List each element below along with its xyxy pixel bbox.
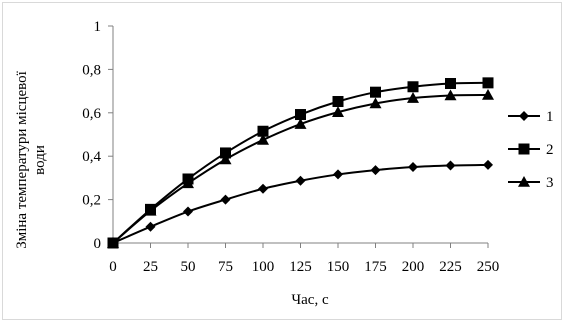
data-point-diamond [333,169,343,180]
data-point-diamond [183,206,193,217]
data-point-triangle [107,237,119,248]
legend-marker-triangle [518,176,530,187]
data-point-square [332,96,344,108]
x-tick-label: 50 [181,259,196,275]
data-point-diamond [145,221,156,232]
y-tick-label: 0,4 [82,149,101,165]
data-point-square [482,77,494,89]
data-point-triangle [257,133,269,145]
data-point-diamond [370,165,381,176]
data-point-square [445,78,456,90]
data-point-triangle [219,153,232,165]
series-3 [107,89,494,248]
chart-axes [108,25,489,248]
series-1 [108,159,493,248]
data-point-diamond [258,183,268,194]
data-point-triangle [144,204,157,216]
legend-marker-diamond [519,111,529,121]
x-axis-title: Час, с [291,292,329,308]
data-point-square [370,86,381,98]
legend-item-1: 1 [508,109,554,125]
data-point-diamond [483,159,493,170]
y-axis-title-line-2: води [32,145,48,175]
x-tick-label: 175 [364,259,387,275]
data-point-triangle [482,89,494,100]
data-point-triangle [369,97,382,109]
data-point-triangle [407,92,419,103]
legend-item-2: 2 [508,142,554,158]
legend-label: 1 [546,109,554,125]
x-tick-label: 150 [327,259,350,275]
x-tick-label: 250 [477,259,500,275]
data-point-square [295,109,306,121]
data-point-square [257,125,269,137]
x-tick-label: 100 [252,259,275,275]
data-point-diamond [445,160,456,171]
chart-series [107,77,494,249]
data-point-square [220,147,231,159]
x-tick-label: 0 [109,259,117,275]
y-tick-label: 0,8 [82,62,101,78]
y-tick-label: 0,2 [82,193,101,209]
x-tick-label: 200 [402,259,425,275]
y-axis-title-group: Зміна температури місцевої води [14,70,48,248]
chart-legend: 1 2 3 [508,109,554,191]
x-tick-label: 75 [218,259,233,275]
legend-marker-square [518,143,530,155]
data-point-triangle [444,89,457,101]
chart-tick-labels: 0 0,2 0,4 0,6 0,8 1 0 25 50 75 100 125 150 175 200 225 2… [82,19,499,275]
series-2 [107,77,494,249]
y-tick-label: 1 [94,19,102,35]
y-tick-label: 0 [94,236,102,252]
legend-label: 3 [546,175,554,191]
legend-item-3: 3 [508,175,554,191]
data-point-triangle [294,118,307,129]
data-point-triangle [182,177,194,189]
data-point-diamond [295,175,306,186]
y-axis-title-line-1: Зміна температури місцевої [14,70,30,248]
x-tick-label: 125 [289,259,312,275]
legend-label: 2 [546,142,554,158]
chart-frame [2,2,562,320]
data-point-square [407,81,419,93]
data-point-diamond [220,194,231,205]
y-tick-label: 0,6 [82,106,101,122]
data-point-diamond [408,162,418,173]
x-tick-label: 25 [143,259,158,275]
data-point-triangle [332,106,344,117]
x-tick-label: 225 [439,259,462,275]
